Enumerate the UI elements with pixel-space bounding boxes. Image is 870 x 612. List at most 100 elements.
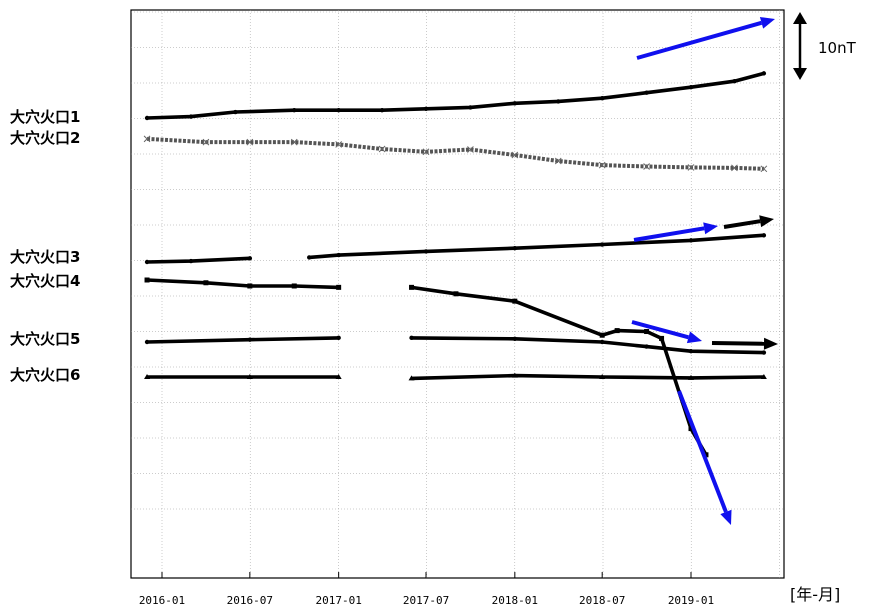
trend-arrow-blue-5: [631, 320, 702, 344]
series-line: [411, 373, 764, 381]
data-point: [336, 335, 341, 341]
arrow-head: [759, 17, 775, 29]
data-point: [188, 258, 194, 264]
data-point: [643, 163, 650, 170]
data-point: [144, 115, 150, 121]
series-label-2: 大穴火口2: [10, 129, 80, 147]
x-tick-label: 2016-07: [227, 594, 273, 607]
arrow-head: [720, 509, 732, 525]
data-point: [512, 101, 518, 106]
scale-bar-arrow-up: [793, 12, 807, 24]
arrow-head: [759, 215, 774, 228]
arrow-head: [703, 222, 718, 235]
series-label-5: 大穴火口5: [10, 330, 80, 348]
data-point: [144, 339, 150, 345]
scale-bar-label: 10nT: [818, 39, 857, 57]
trend-arrow-blue-3: [633, 222, 718, 242]
data-point: [144, 277, 150, 283]
trend-arrow-black-3: [723, 215, 774, 229]
data-point: [246, 138, 254, 146]
data-point: [760, 374, 767, 379]
data-point: [644, 344, 649, 349]
arrow-head: [686, 331, 702, 344]
arrow-head: [763, 337, 778, 350]
data-point: [423, 106, 429, 112]
data-point: [599, 332, 605, 338]
x-tick-label: 2016-01: [139, 594, 185, 607]
data-point: [644, 329, 650, 335]
x-tick-label: 2018-07: [579, 594, 625, 607]
series-6: [144, 372, 767, 381]
scale-bar: 10nT: [793, 12, 857, 80]
data-point: [453, 291, 459, 297]
data-point: [688, 374, 694, 380]
arrow-shaft: [711, 341, 765, 346]
series-1: [144, 71, 767, 121]
data-point: [468, 105, 473, 110]
data-point: [336, 252, 341, 258]
x-tick-label: 2017-01: [315, 594, 361, 607]
data-point: [703, 452, 709, 458]
data-point: [307, 255, 312, 260]
data-point: [246, 374, 253, 379]
data-point: [687, 164, 695, 171]
data-point: [203, 280, 209, 286]
data-point: [202, 138, 210, 146]
data-point: [761, 71, 767, 76]
data-point: [644, 90, 649, 95]
data-point: [188, 114, 194, 119]
data-point: [688, 238, 694, 243]
arrow-shaft: [636, 20, 763, 60]
data-point: [614, 328, 620, 334]
arrow-shaft: [723, 219, 761, 229]
series-label-4: 大穴火口4: [10, 272, 80, 290]
data-point: [378, 145, 386, 153]
series-label-6: 大穴火口6: [10, 366, 80, 384]
trend-arrow-black-5: [711, 337, 778, 350]
data-point: [143, 135, 151, 143]
data-point: [247, 283, 253, 289]
series-labels: 大穴火口1 大穴火口2 大穴火口3 大穴火口4 大穴火口5 大穴火口6: [10, 108, 80, 384]
data-point: [556, 99, 561, 104]
data-point: [247, 337, 253, 342]
data-point: [408, 375, 415, 381]
data-point: [599, 242, 605, 247]
data-point: [761, 233, 767, 238]
x-tick-label: 2018-01: [492, 594, 538, 607]
data-point: [732, 79, 737, 84]
data-point: [144, 374, 151, 379]
arrow-shaft: [677, 390, 728, 513]
trend-arrow-blue-1: [636, 17, 775, 60]
data-point: [409, 284, 415, 290]
data-point: [335, 374, 342, 379]
series-5: [144, 335, 767, 355]
data-point: [599, 96, 605, 101]
data-point: [335, 141, 343, 148]
grid: [131, 10, 784, 578]
data-point: [291, 283, 297, 289]
data-point: [233, 109, 238, 115]
data-point: [336, 284, 342, 290]
series-label-1: 大穴火口1: [10, 108, 80, 126]
data-point: [512, 246, 518, 251]
trend-arrow-blue-4: [677, 390, 732, 525]
data-point: [688, 426, 694, 432]
data-point: [247, 256, 253, 261]
data-point: [599, 374, 606, 379]
data-point: [688, 84, 694, 90]
data-point: [290, 138, 298, 146]
series-line: [146, 136, 764, 171]
data-point: [409, 335, 414, 341]
scale-bar-arrow-down: [793, 68, 807, 80]
data-point: [292, 107, 297, 113]
data-point: [423, 249, 429, 254]
data-point: [144, 259, 150, 265]
trend-arrows: [631, 17, 778, 525]
data-point: [598, 161, 606, 169]
series-3: [144, 233, 767, 265]
data-point: [512, 336, 518, 341]
x-ticks: 2016-01 2016-07 2017-01 2017-07 2018-01 2018-…: [139, 572, 714, 607]
x-axis-unit-label: [年-月]: [790, 585, 840, 604]
data-point: [511, 372, 518, 378]
